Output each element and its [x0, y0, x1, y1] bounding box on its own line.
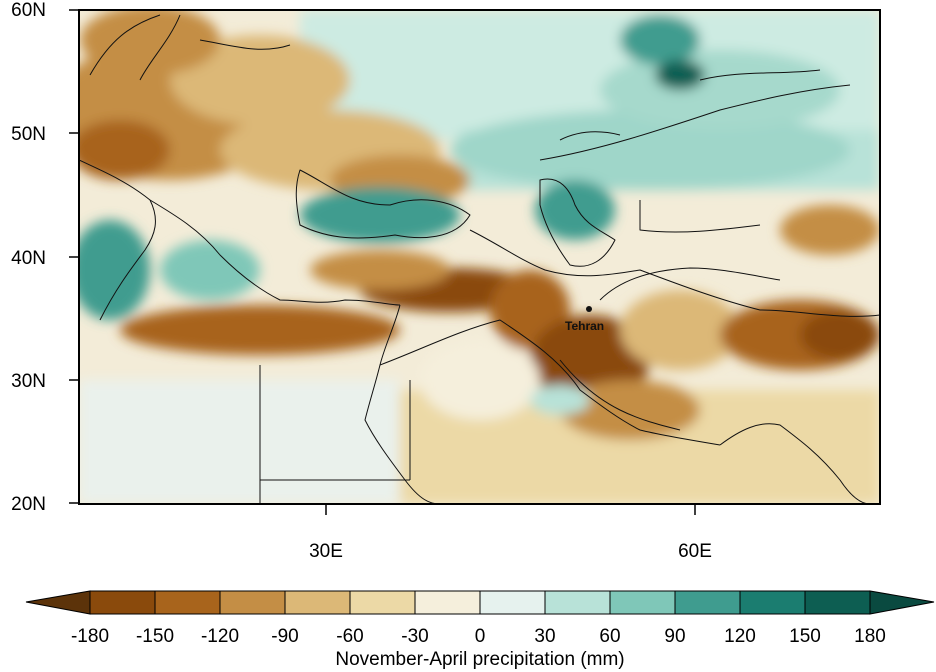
longitude-axis: [325, 504, 696, 515]
colorbar-bin-10: [674, 590, 741, 615]
colorbar-bin-3: [219, 590, 286, 615]
colorbar-tick: -90: [271, 626, 298, 647]
colorbar-bin-9: [609, 590, 676, 615]
colorbar-tick: 120: [724, 626, 756, 647]
latitude-axis: [69, 9, 79, 504]
colorbar-bin-12: [804, 590, 871, 615]
lon-label-60e: 60E: [678, 541, 712, 562]
colorbar-tick: -120: [201, 626, 239, 647]
colorbar-tick-labels: -180 -150 -120 -90 -60 -30 0 30 60 90 12…: [71, 626, 886, 647]
colorbar-tick: -30: [401, 626, 428, 647]
colorbar-bin-6: [414, 590, 481, 615]
map-panel: Tehran: [79, 10, 880, 504]
lat-label-50n: 50N: [11, 124, 46, 145]
lat-label-20n: 20N: [11, 494, 46, 515]
precipitation-field: [79, 10, 880, 504]
colorbar-tick: 150: [789, 626, 821, 647]
colorbar-bin-2: [154, 590, 221, 615]
colorbar-tick: 30: [534, 626, 555, 647]
colorbar-title: November-April precipitation (mm): [335, 649, 624, 670]
colorbar-bin-1: [89, 590, 156, 615]
colorbar-bin-7: [479, 590, 546, 615]
lat-label-40n: 40N: [11, 248, 46, 269]
colorbar-tick: -180: [71, 626, 109, 647]
colorbar-bin-4: [284, 590, 351, 615]
colorbar-bin-11: [739, 590, 806, 615]
lon-label-30e: 30E: [309, 541, 343, 562]
colorbar: [25, 590, 935, 615]
colorbar-tick: 0: [475, 626, 486, 647]
colorbar-tick: -60: [336, 626, 363, 647]
colorbar-bin-8: [544, 590, 611, 615]
coastlines-and-borders: [79, 14, 880, 504]
lat-label-60n: 60N: [11, 0, 46, 21]
colorbar-tick: -150: [136, 626, 174, 647]
colorbar-bin-5: [349, 590, 416, 615]
tehran-marker: [586, 306, 592, 312]
lat-label-30n: 30N: [11, 371, 46, 392]
colorbar-tick: 60: [599, 626, 620, 647]
colorbar-tick: 90: [664, 626, 685, 647]
colorbar-low-extension: [25, 590, 91, 615]
colorbar-tick: 180: [854, 626, 886, 647]
colorbar-high-extension: [869, 590, 935, 615]
tehran-label: Tehran: [565, 319, 604, 333]
